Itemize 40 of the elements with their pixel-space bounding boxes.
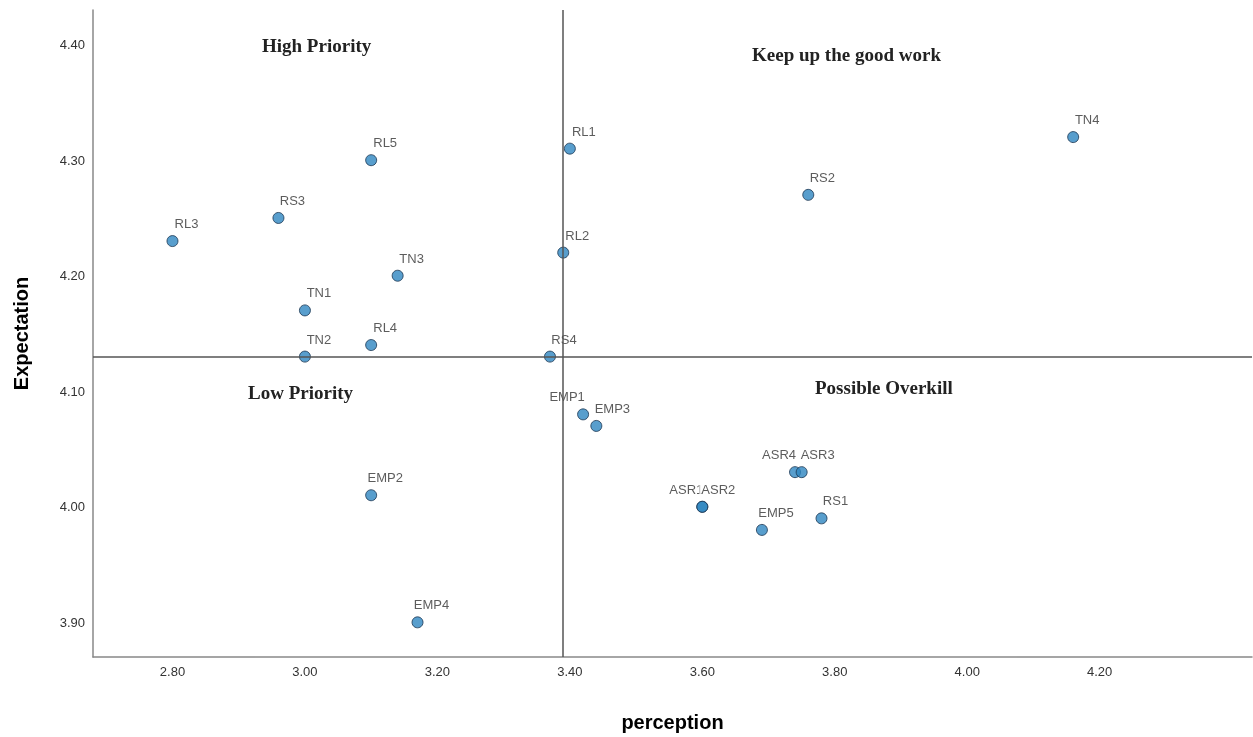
x-tick-label: 3.80: [822, 664, 848, 679]
y-tick-label: 4.20: [59, 268, 85, 284]
y-tick-label: 4.10: [59, 383, 85, 399]
data-label: TN4: [1074, 112, 1100, 128]
x-tick-label: 3.20: [424, 664, 451, 679]
data-label: EMP2: [367, 470, 403, 486]
x-axis-title: perception: [621, 711, 724, 733]
data-label: RL4: [373, 320, 398, 336]
x-tick-label: 3.00: [292, 664, 318, 679]
x-tick-label: 4.20: [1087, 664, 1113, 679]
x-tick-label: 3.60: [689, 664, 715, 679]
data-label: ASR2: [701, 481, 736, 497]
x-tick-label: 2.80: [159, 664, 186, 679]
annotation: Low Priority: [248, 382, 354, 403]
data-label: RL2: [565, 227, 590, 243]
data-label: RS1: [822, 493, 849, 509]
data-label: RS3: [279, 192, 306, 208]
data-label: ASR3: [800, 447, 835, 463]
annotation: Keep up the good work: [752, 44, 942, 65]
data-label: RS2: [809, 169, 835, 185]
y-tick-label: 3.90: [59, 614, 85, 630]
data-label: RL1: [571, 123, 596, 139]
x-tick-label: 3.40: [557, 664, 583, 679]
data-label: TN1: [306, 285, 332, 301]
annotation: Possible Overkill: [815, 377, 953, 398]
annotation: High Priority: [262, 35, 372, 56]
y-tick-label: 4.30: [59, 152, 85, 168]
y-tick-label: 4.40: [59, 37, 85, 53]
data-label: RL5: [373, 135, 398, 151]
data-label: EMP5: [758, 504, 794, 520]
x-tick-label: 4.00: [954, 664, 980, 679]
data-label: EMP4: [413, 597, 450, 613]
y-axis-title: Expectation: [10, 276, 32, 391]
data-label: TN2: [306, 331, 332, 347]
data-label: ASR4: [762, 447, 797, 463]
data-label: TN3: [399, 250, 424, 266]
data-label: ASR1: [669, 481, 704, 497]
data-label: EMP3: [594, 400, 631, 416]
data-label: RL3: [174, 216, 199, 232]
y-tick-label: 4.00: [59, 499, 85, 515]
